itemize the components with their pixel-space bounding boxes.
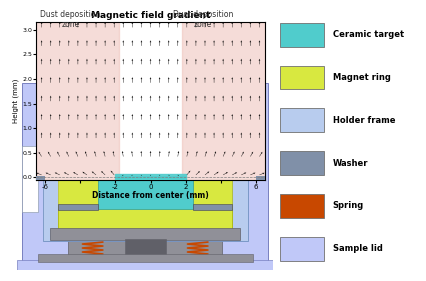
Bar — [36, 176, 45, 180]
X-axis label: Distance from center (mm): Distance from center (mm) — [92, 191, 208, 200]
Text: Magnet ring: Magnet ring — [332, 73, 390, 82]
Bar — [280, 23, 323, 47]
Bar — [280, 108, 323, 132]
Bar — [43, 83, 247, 241]
Bar — [124, 239, 165, 270]
Text: Sample lid: Sample lid — [332, 244, 382, 253]
Bar — [17, 260, 273, 270]
Bar — [192, 204, 232, 210]
Bar — [115, 174, 185, 180]
Bar — [247, 98, 262, 126]
Bar — [58, 113, 98, 232]
Bar — [22, 146, 37, 212]
Bar — [280, 66, 323, 90]
Bar — [58, 209, 232, 232]
Text: Washer: Washer — [332, 159, 367, 168]
Bar — [280, 237, 323, 260]
Bar — [280, 151, 323, 175]
Text: Dust deposition
zone: Dust deposition zone — [40, 10, 101, 29]
Text: Holder frame: Holder frame — [332, 116, 394, 125]
Title: Magnetic field gradient: Magnetic field gradient — [91, 11, 210, 20]
Bar — [182, 22, 264, 180]
Y-axis label: Height (mm): Height (mm) — [13, 79, 20, 123]
Text: Ceramic target: Ceramic target — [332, 30, 403, 39]
Bar — [58, 204, 98, 210]
Bar — [58, 83, 232, 232]
Text: Dust deposition
zone: Dust deposition zone — [172, 10, 233, 29]
Bar — [115, 176, 185, 180]
Bar — [50, 228, 239, 240]
Bar — [192, 113, 232, 232]
Bar — [43, 83, 247, 241]
Bar — [280, 194, 323, 218]
Bar — [36, 22, 118, 180]
Bar — [37, 255, 252, 262]
Bar — [68, 235, 222, 270]
Bar — [98, 90, 192, 209]
Text: Spring: Spring — [332, 201, 363, 210]
Bar — [255, 176, 264, 180]
